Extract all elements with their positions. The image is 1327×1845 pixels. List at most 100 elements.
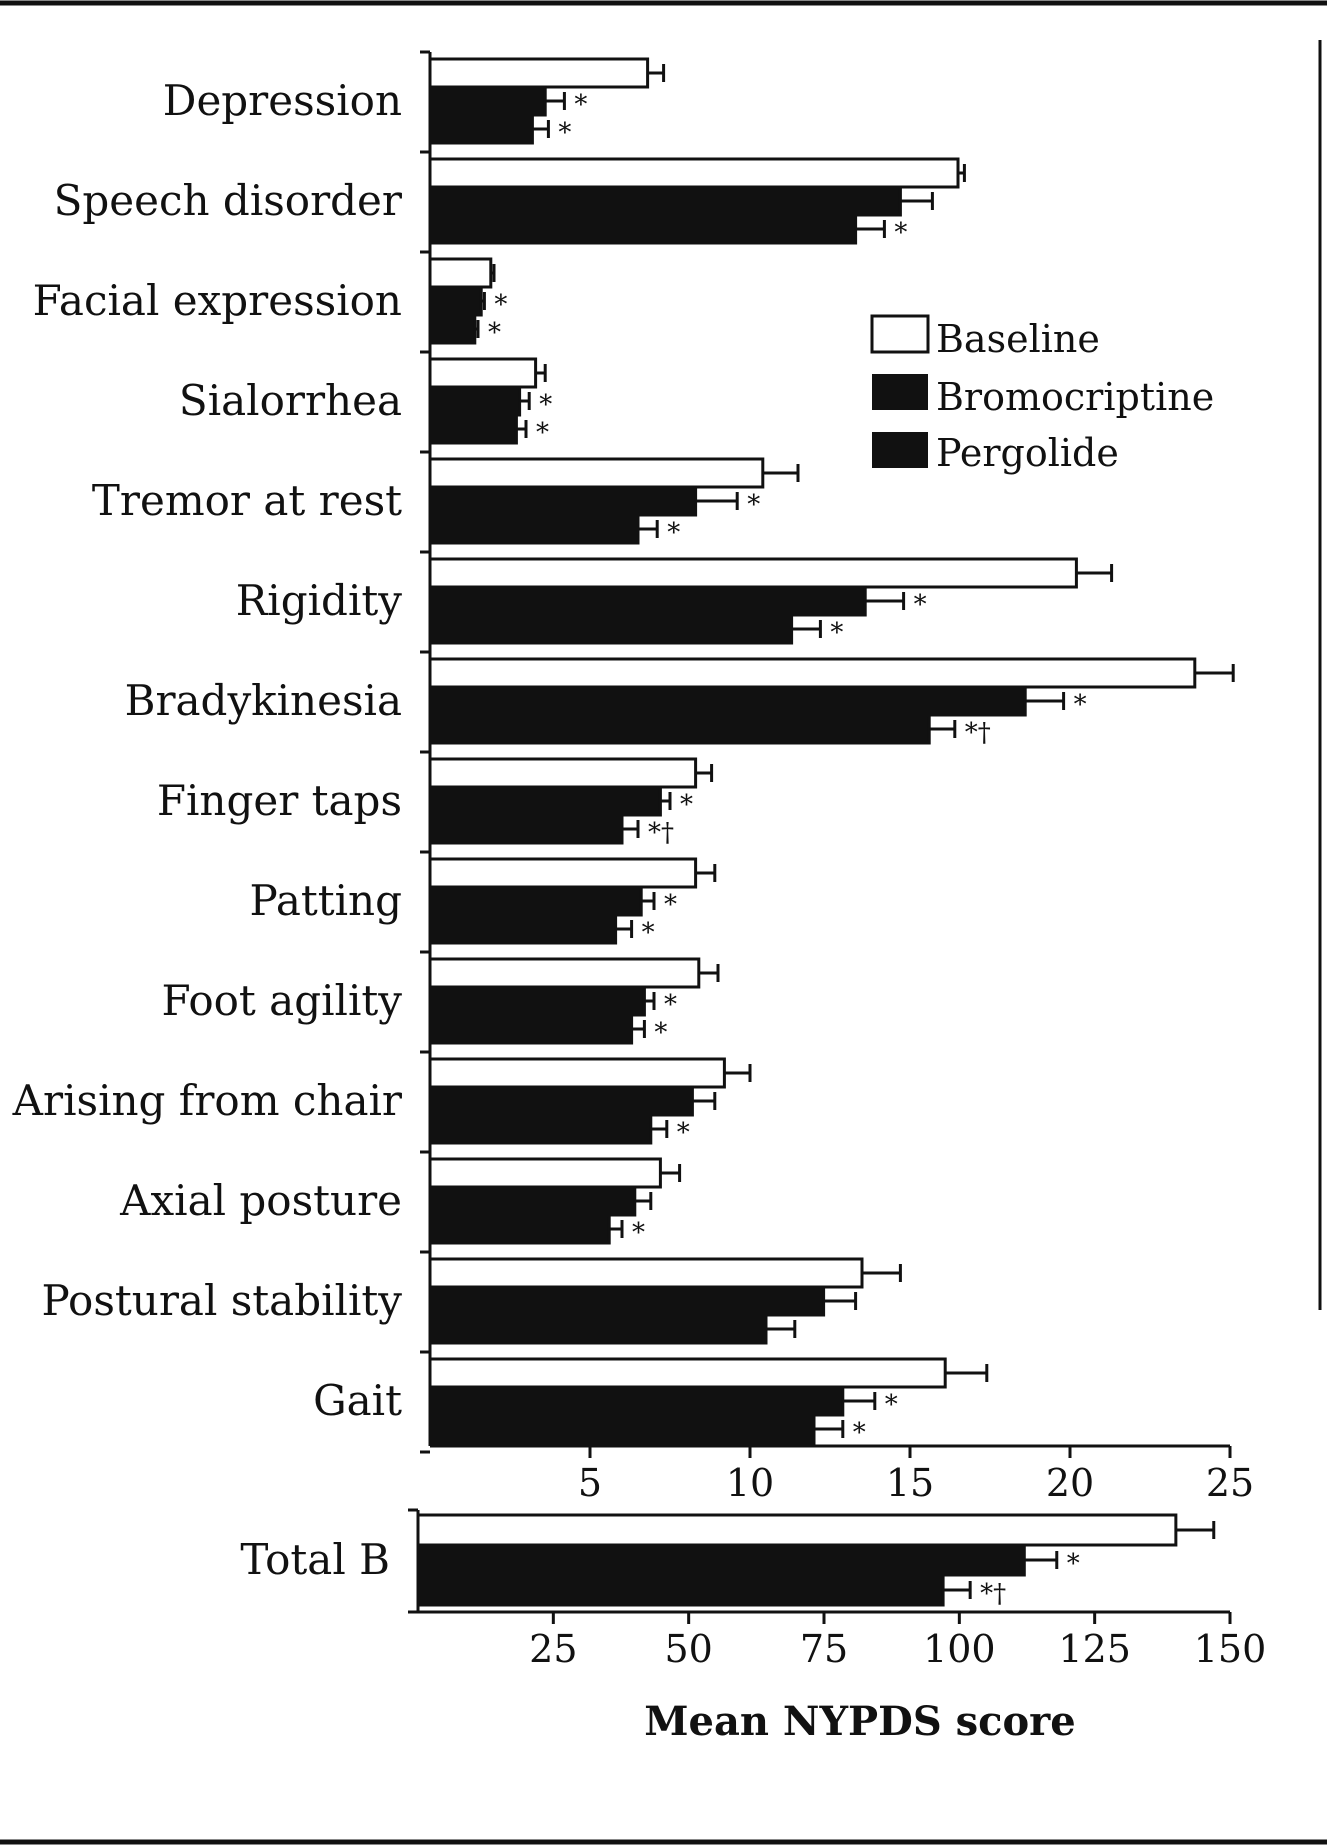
category-label-gait: Gait — [313, 1376, 402, 1425]
category-label-foot-agility: Foot agility — [162, 976, 403, 1025]
legend: Baseline Bromocriptine Pergolide — [870, 314, 1214, 475]
significance-marker: *† — [965, 718, 991, 748]
bar-pergolide-bradykinesia — [428, 713, 931, 745]
bar-bromocriptine-patting — [428, 885, 643, 917]
bar-bromocriptine-sialorrhea — [428, 385, 522, 417]
bar-baseline-tremor-at-rest — [428, 457, 765, 489]
bar-pergolide-foot-agility — [428, 1013, 634, 1045]
significance-marker: * — [642, 918, 655, 948]
x-tick-label: 125 — [1058, 1627, 1131, 1671]
bar-pergolide-axial-posture — [428, 1213, 611, 1245]
bar-pergolide-depression — [428, 113, 534, 145]
significance-marker: * — [494, 290, 507, 320]
x-tick-label: 15 — [886, 1461, 934, 1505]
bar-baseline-foot-agility — [428, 957, 701, 989]
bar-pergolide-patting — [428, 913, 618, 945]
bar-baseline-finger-taps — [428, 757, 698, 789]
bar-pergolide-facial-expression — [428, 313, 477, 345]
category-label-depression: Depression — [163, 76, 402, 125]
legend-label-baseline: Baseline — [936, 317, 1100, 361]
bar-baseline-arising-from-chair — [428, 1057, 726, 1089]
significance-marker: * — [747, 490, 760, 520]
bar-baseline-depression — [428, 57, 650, 89]
category-label-rigidity: Rigidity — [236, 576, 403, 625]
legend-swatch-bromocriptine — [872, 374, 928, 410]
bar-bromocriptine-arising-from-chair — [428, 1085, 694, 1117]
bar-baseline-postural-stability — [428, 1257, 864, 1289]
category-label-tremor-at-rest: Tremor at rest — [92, 476, 402, 525]
bar-bromocriptine-foot-agility — [428, 985, 646, 1017]
x-axis-title: Mean NYPDS score — [644, 1698, 1075, 1745]
bar-baseline-bradykinesia — [428, 657, 1197, 689]
x-tick-label: 20 — [1046, 1461, 1094, 1505]
x-tick-label: 150 — [1194, 1627, 1267, 1671]
bar-baseline-patting — [428, 857, 698, 889]
bar-pergolide-total-b — [416, 1573, 945, 1607]
significance-marker: * — [677, 1118, 690, 1148]
bar-bromocriptine-tremor-at-rest — [428, 485, 698, 517]
bar-bromocriptine-rigidity — [428, 585, 867, 617]
bar-pergolide-postural-stability — [428, 1313, 768, 1345]
bar-pergolide-sialorrhea — [428, 413, 518, 445]
x-tick-label: 25 — [1206, 1461, 1254, 1505]
category-label-sialorrhea: Sialorrhea — [179, 376, 402, 425]
x-tick-label: 5 — [578, 1461, 602, 1505]
bar-baseline-speech-disorder — [428, 157, 960, 189]
legend-swatch-baseline — [870, 314, 930, 354]
significance-marker: * — [1074, 690, 1087, 720]
bar-bromocriptine-bradykinesia — [428, 685, 1027, 717]
significance-marker: * — [885, 1390, 898, 1420]
category-label-arising-from-chair: Arising from chair — [12, 1076, 403, 1125]
legend-label-bromocriptine: Bromocriptine — [936, 375, 1214, 419]
significance-marker: * — [664, 990, 677, 1020]
significance-marker: * — [558, 118, 571, 148]
bar-bromocriptine-depression — [428, 85, 547, 117]
significance-marker: * — [680, 790, 693, 820]
bar-bromocriptine-axial-posture — [428, 1185, 637, 1217]
bar-pergolide-gait — [428, 1413, 816, 1445]
bar-pergolide-tremor-at-rest — [428, 513, 640, 545]
bar-pergolide-speech-disorder — [428, 213, 858, 245]
significance-marker: *† — [648, 818, 674, 848]
significance-marker: * — [1067, 1549, 1080, 1579]
category-label-patting: Patting — [249, 876, 402, 925]
lower-chart-panel: 25 50 75 100 125 150 Total B * *† — [240, 1508, 1267, 1671]
bar-bromocriptine-finger-taps — [428, 785, 662, 817]
significance-marker: * — [654, 1018, 667, 1048]
legend-swatch-pergolide — [872, 432, 928, 468]
bar-pergolide-rigidity — [428, 613, 794, 645]
category-label-axial-posture: Axial posture — [119, 1176, 402, 1225]
significance-marker: *† — [980, 1579, 1006, 1609]
category-label-finger-taps: Finger taps — [157, 776, 402, 825]
bar-pergolide-arising-from-chair — [428, 1113, 653, 1145]
bar-bromocriptine-total-b — [416, 1543, 1026, 1577]
bar-baseline-sialorrhea — [428, 357, 538, 389]
category-label-speech-disorder: Speech disorder — [54, 176, 403, 225]
significance-marker: * — [536, 418, 549, 448]
legend-label-pergolide: Pergolide — [936, 431, 1119, 475]
bar-baseline-rigidity — [428, 557, 1078, 589]
bar-bromocriptine-postural-stability — [428, 1285, 826, 1317]
significance-marker: * — [853, 1418, 866, 1448]
bar-baseline-axial-posture — [428, 1157, 662, 1189]
category-label-postural-stability: Postural stability — [42, 1276, 403, 1325]
significance-marker: * — [632, 1218, 645, 1248]
significance-marker: * — [488, 318, 501, 348]
bar-bromocriptine-facial-expression — [428, 285, 483, 317]
significance-marker: * — [830, 618, 843, 648]
significance-marker: * — [667, 518, 680, 548]
x-tick-label: 75 — [800, 1627, 848, 1671]
significance-marker: * — [574, 90, 587, 120]
bar-baseline-facial-expression — [428, 257, 493, 289]
bar-baseline-total-b — [416, 1513, 1178, 1547]
category-label-bradykinesia: Bradykinesia — [125, 676, 402, 725]
significance-marker: * — [539, 390, 552, 420]
x-tick-label: 10 — [726, 1461, 774, 1505]
bar-pergolide-finger-taps — [428, 813, 624, 845]
significance-marker: * — [894, 218, 907, 248]
x-tick-label: 50 — [664, 1627, 712, 1671]
significance-marker: * — [914, 590, 927, 620]
bar-bromocriptine-gait — [428, 1385, 845, 1417]
